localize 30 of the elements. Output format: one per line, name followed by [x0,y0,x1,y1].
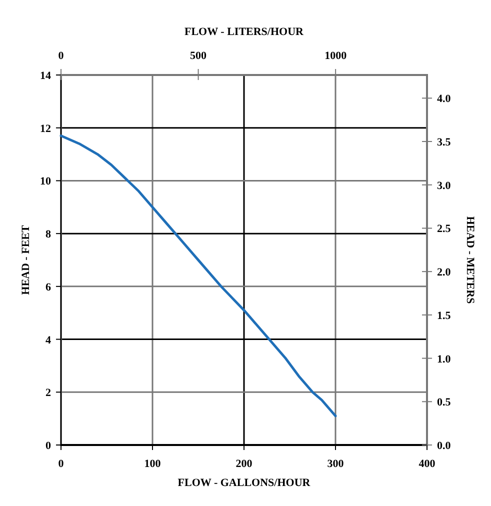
y-axis-title: HEAD - FEET [20,224,32,295]
y2-tick-label: 1.0 [437,353,452,366]
x-axis-title: FLOW - GALLONS/HOUR [178,477,312,489]
x2-tick-label: 1000 [324,50,348,62]
y-tick-label: 12 [40,122,52,135]
y-tick-label: 8 [46,228,52,241]
y-tick-label: 4 [46,334,52,346]
x-tick-label: 400 [418,458,436,470]
line-series [60,134,337,418]
y2-tick-label: 2.5 [437,223,452,236]
y-tick-label: 2 [46,387,52,400]
x2-axis-title: FLOW - LITERS/HOUR [184,26,305,38]
y-tick-label: 10 [40,176,52,188]
y2-tick-label: 1.5 [437,310,452,322]
x-tick-label: 200 [236,458,253,470]
y2-tick-label: 2.0 [437,266,452,279]
y2-tick-label: 3.5 [437,136,452,149]
y-tick-label: 6 [46,281,52,294]
y2-tick-label: 0.5 [437,396,452,409]
y2-axis-title: HEAD - METERS [464,216,476,304]
y2-tick-label: 3.0 [437,180,452,192]
x-tick-label: 300 [327,458,344,470]
y2-tick-label: 4.0 [437,93,452,106]
x-tick-label: 0 [58,458,64,470]
x-tick-label: 100 [144,458,162,470]
y-tick-label: 0 [46,440,52,452]
y2-tick-label: 0.0 [437,440,452,452]
y-tick-label: 14 [40,70,52,82]
x2-tick-label: 500 [190,50,208,62]
x2-tick-label: 0 [58,50,64,62]
